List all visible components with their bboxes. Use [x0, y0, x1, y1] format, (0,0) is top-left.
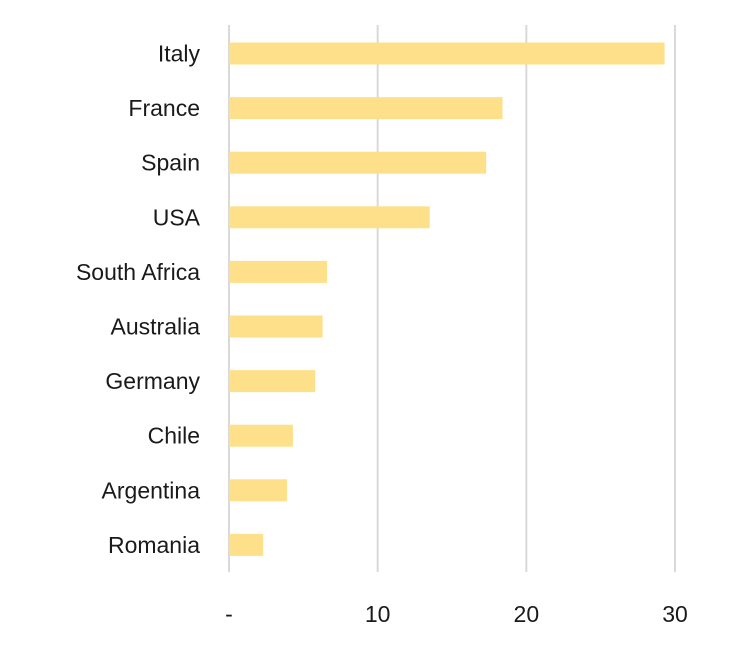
category-labels: Italy France Spain USA South Africa Australia…	[76, 41, 201, 558]
bar-italy	[229, 42, 665, 65]
category-label: France	[128, 95, 200, 121]
bar-germany	[229, 370, 316, 393]
x-axis-tick-labels: - 10 20 30	[225, 601, 688, 627]
x-tick-label: 10	[365, 601, 391, 627]
category-label: USA	[153, 204, 201, 230]
bar-france	[229, 97, 503, 120]
bar-chile	[229, 424, 293, 447]
category-label: Germany	[105, 368, 200, 394]
bar-south-africa	[229, 260, 328, 283]
x-tick-label: -	[225, 601, 233, 627]
category-label: Italy	[158, 41, 201, 67]
bar-spain	[229, 151, 487, 174]
x-tick-label: 30	[662, 601, 688, 627]
bar-romania	[229, 533, 264, 556]
bar-usa	[229, 206, 430, 229]
x-tick-label: 20	[514, 601, 540, 627]
bar-argentina	[229, 479, 287, 502]
category-label: Spain	[141, 150, 200, 176]
bar-australia	[229, 315, 323, 338]
category-label: Romania	[108, 532, 200, 558]
category-label: South Africa	[76, 259, 200, 285]
category-label: Australia	[111, 314, 201, 340]
category-label: Chile	[148, 423, 200, 449]
category-label: Argentina	[102, 477, 201, 503]
bars	[229, 42, 665, 556]
